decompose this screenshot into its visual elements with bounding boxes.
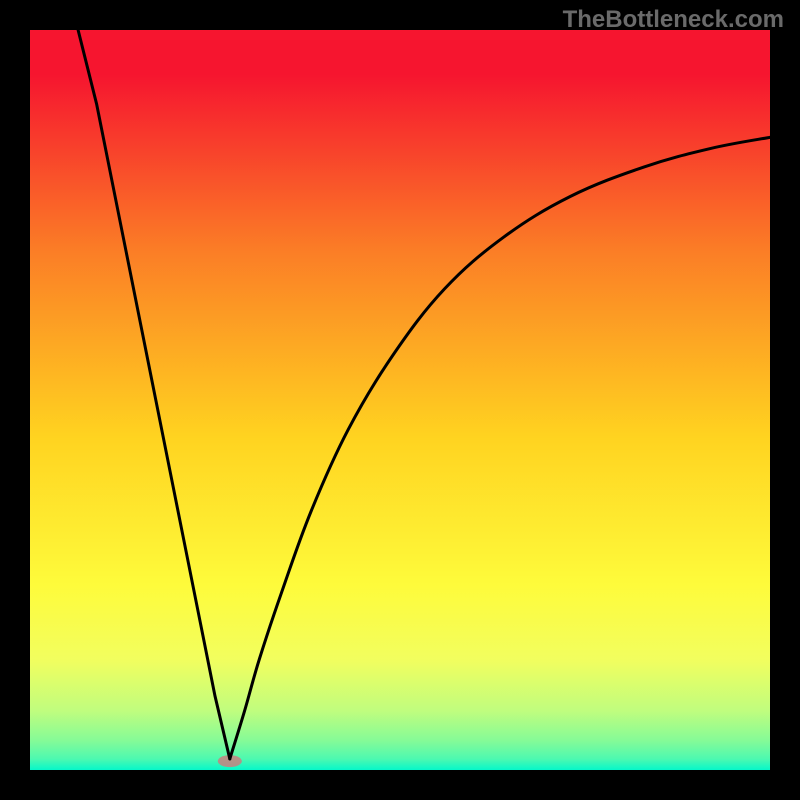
curve-layer	[30, 30, 770, 770]
curve-left-branch	[78, 30, 230, 759]
watermark-text: TheBottleneck.com	[563, 6, 784, 34]
chart-container: TheBottleneck.com	[0, 0, 800, 800]
curve-right-branch	[230, 137, 770, 759]
plot-area	[30, 30, 770, 770]
